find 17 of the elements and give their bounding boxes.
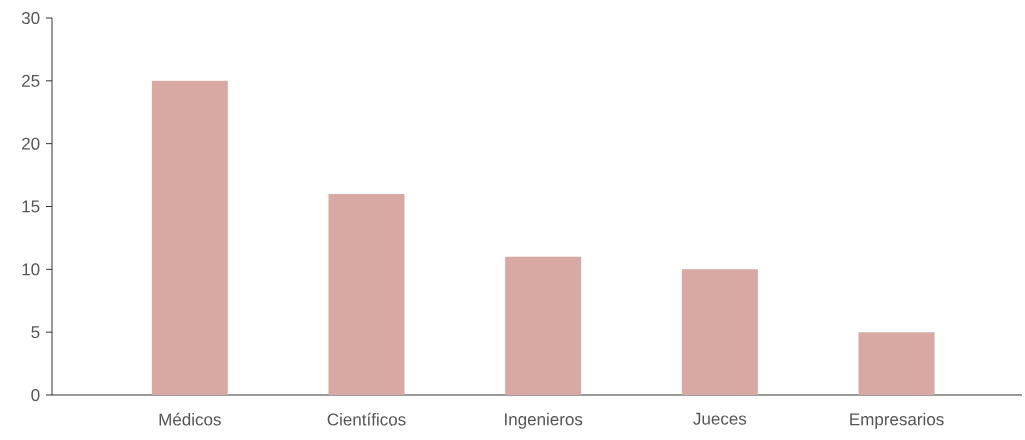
y-tick-label: 5 [31, 326, 40, 339]
bar [328, 193, 405, 395]
bar [151, 80, 228, 395]
bar [505, 256, 582, 395]
x-tick-label: Jueces [693, 412, 747, 425]
y-tick-label: 15 [22, 200, 40, 213]
x-tick-label: Ingenieros [505, 412, 583, 429]
bar [858, 332, 935, 395]
x-tick-label: Científicos [327, 412, 406, 426]
y-tick-label: 30 [21, 11, 40, 25]
y-tick-label: 25 [22, 74, 40, 87]
x-tick-label: Empresarios [850, 412, 944, 429]
bar [681, 269, 758, 395]
y-tick-label: 10 [22, 263, 40, 276]
y-tick-label: 20 [22, 137, 40, 150]
x-tick-label: Médicos [159, 412, 221, 426]
y-tick-label: 0 [31, 388, 40, 402]
